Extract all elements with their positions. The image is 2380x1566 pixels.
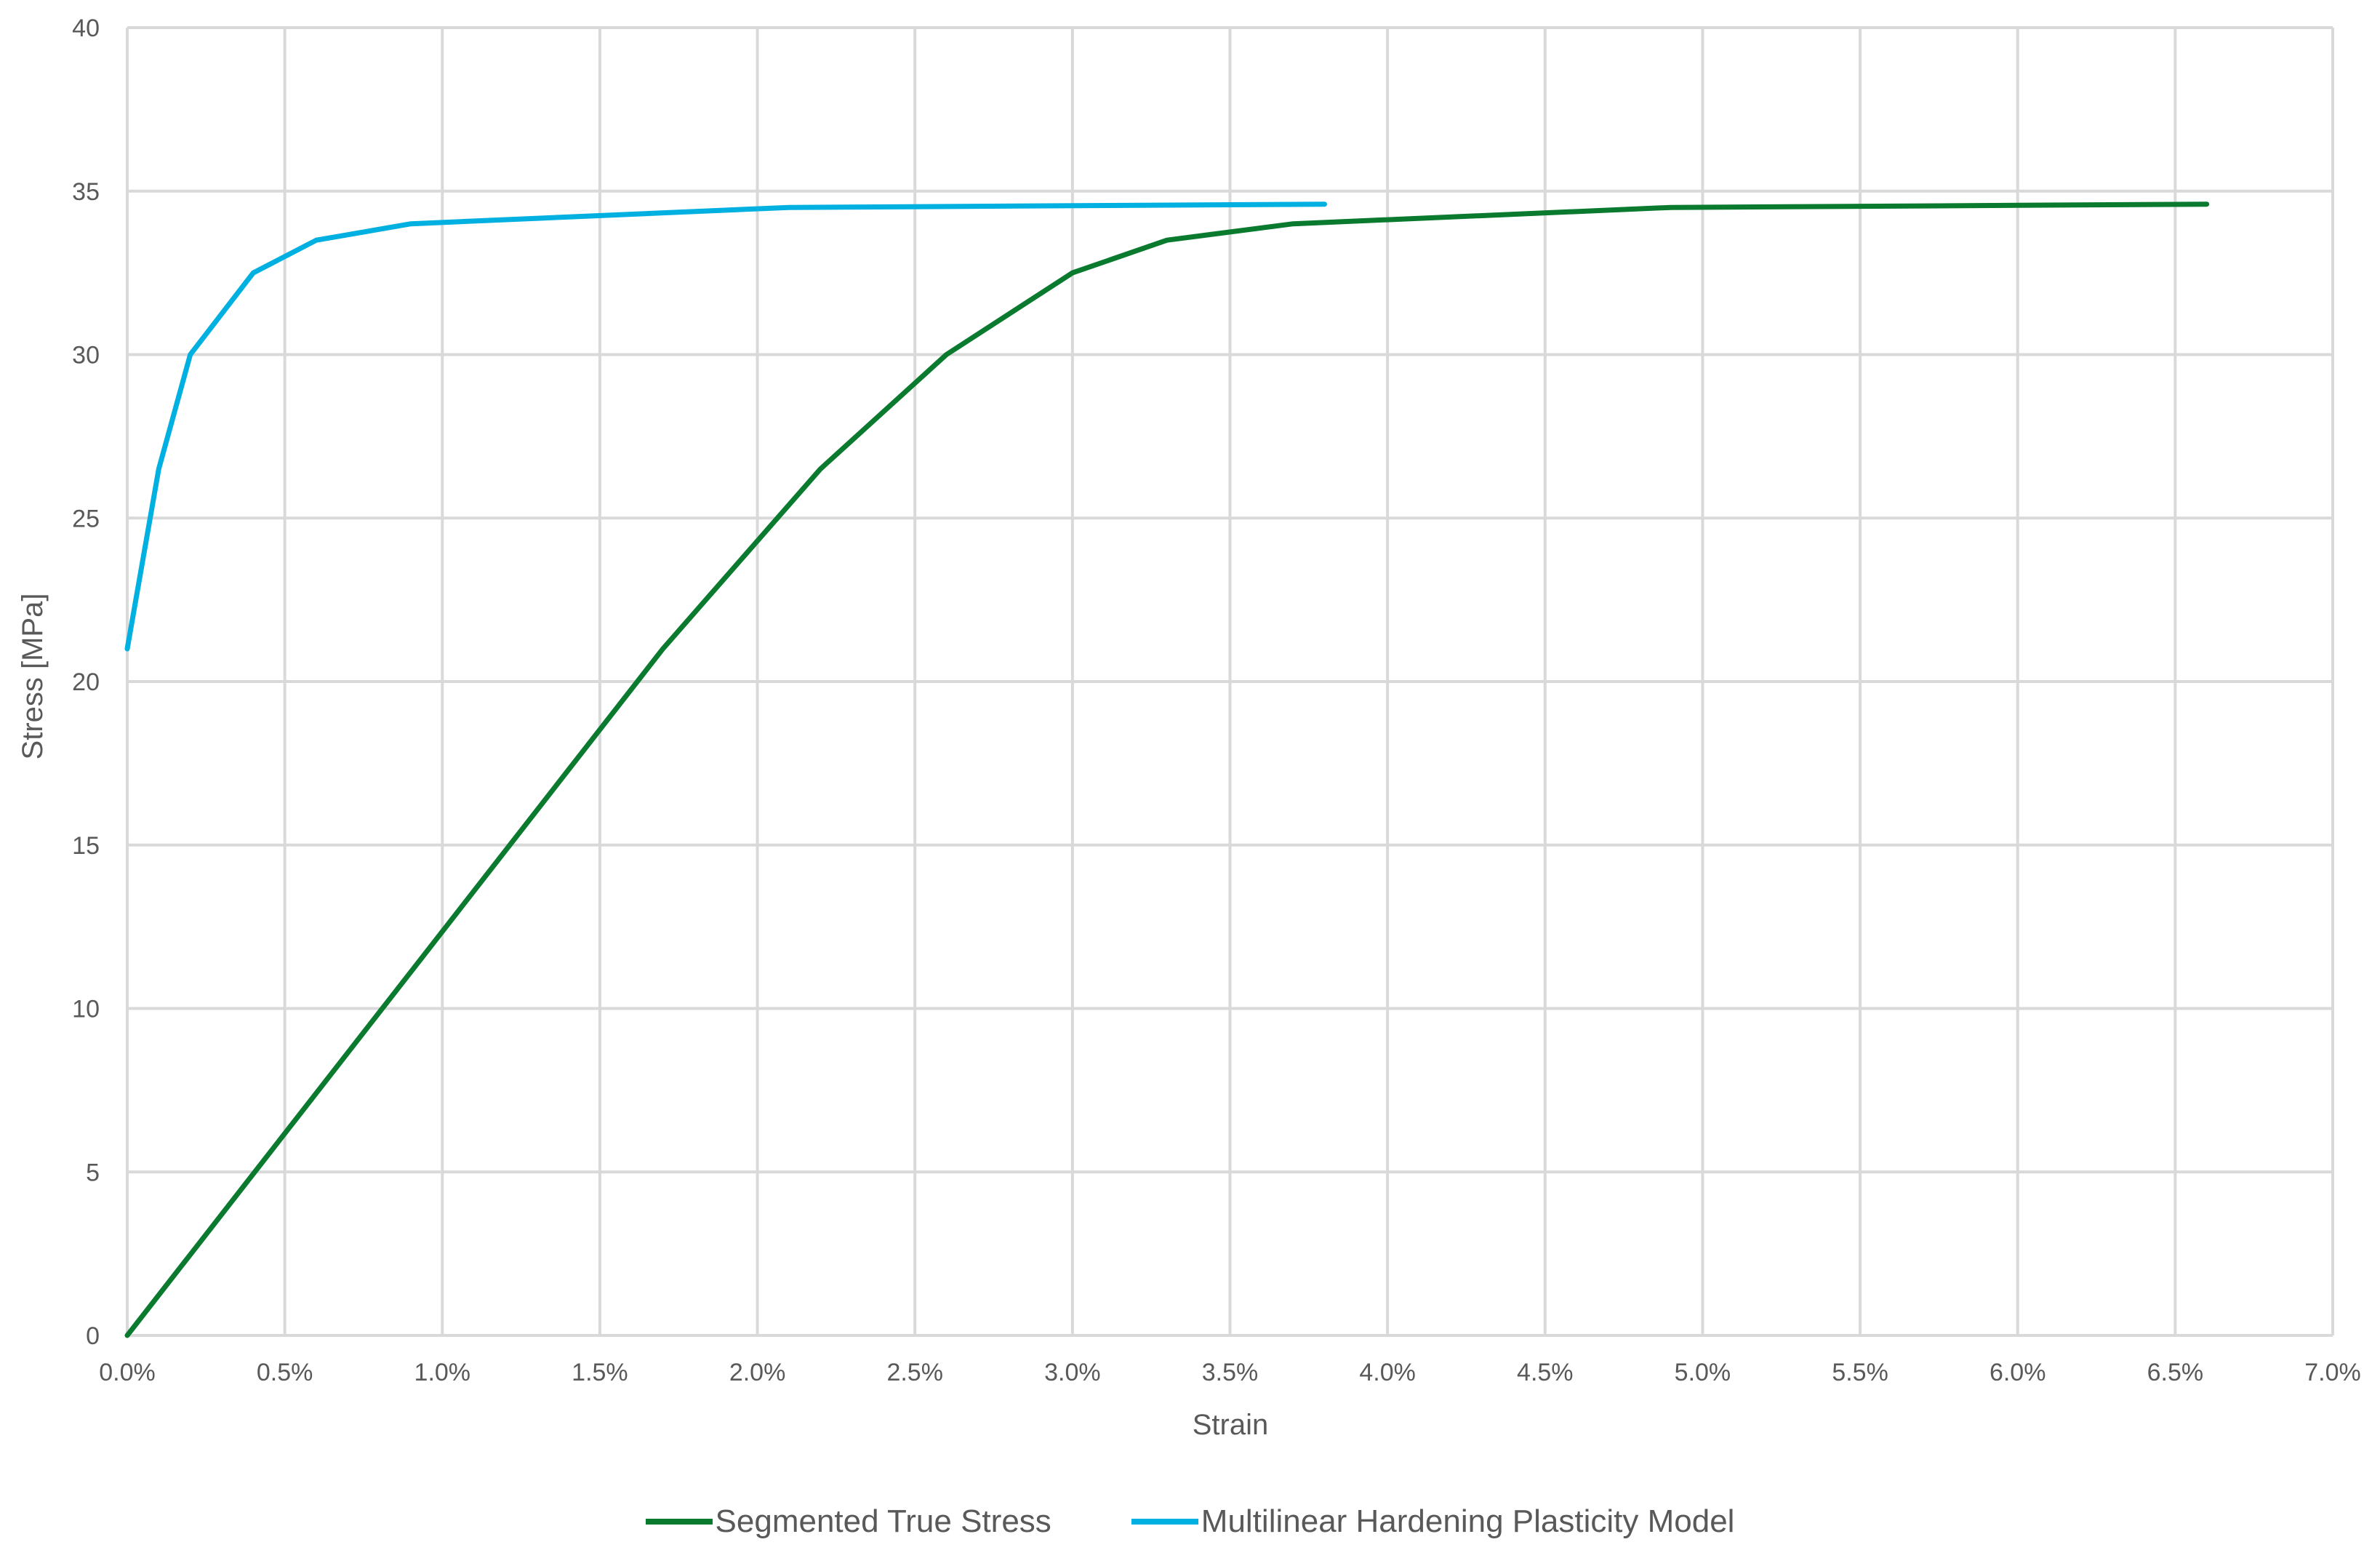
- x-tick-label: 0.0%: [99, 1359, 156, 1386]
- plot-series: [124, 201, 2210, 1338]
- legend-swatch-blue-line-icon: [1131, 1519, 1198, 1525]
- x-tick-label: 1.5%: [572, 1359, 628, 1386]
- x-tick-label: 6.0%: [1990, 1359, 2046, 1386]
- x-tick-label: 7.0%: [2304, 1359, 2361, 1386]
- y-tick-label: 5: [86, 1159, 100, 1186]
- vertical-gridlines: [126, 28, 2334, 1335]
- y-tick-label: 20: [72, 668, 100, 696]
- legend: Segmented True Stress Multilinear Harden…: [0, 1500, 2380, 1543]
- y-tick-label: 25: [72, 505, 100, 532]
- x-tick-label: 4.0%: [1359, 1359, 1416, 1386]
- legend-label: Segmented True Stress: [715, 1503, 1051, 1539]
- x-tick-label: 1.0%: [414, 1359, 471, 1386]
- x-tick-label: 5.5%: [1832, 1359, 1888, 1386]
- x-tick-label: 6.5%: [2147, 1359, 2204, 1386]
- segmented-true-stress-line[interactable]: [124, 201, 2210, 1338]
- y-tick-label: 30: [72, 342, 100, 369]
- x-tick-label: 3.5%: [1202, 1359, 1259, 1386]
- y-axis-title: Stress [MPa]: [17, 594, 49, 760]
- x-tick-label: 2.5%: [886, 1359, 943, 1386]
- x-tick-label: 4.5%: [1517, 1359, 1574, 1386]
- multilinear-hardening-line[interactable]: [124, 201, 1327, 652]
- x-axis-title: Strain: [1193, 1409, 1269, 1441]
- legend-label: Multilinear Hardening Plasticity Model: [1201, 1503, 1735, 1539]
- x-axis-tick-labels: 0.0% 0.5% 1.0% 1.5% 2.0% 2.5% 3.0% 3.5% 4.0% 4.5%…: [99, 1359, 2361, 1386]
- y-tick-label: 40: [72, 15, 100, 42]
- x-tick-label: 5.0%: [1675, 1359, 1731, 1386]
- y-tick-label: 35: [72, 178, 100, 206]
- legend-swatch-green-line-icon: [645, 1519, 713, 1525]
- y-axis-tick-labels: 0 5 10 15 20 25 30 35 40: [72, 15, 100, 1350]
- x-tick-label: 3.0%: [1044, 1359, 1101, 1386]
- y-tick-label: 15: [72, 832, 100, 860]
- y-tick-label: 0: [86, 1322, 100, 1350]
- legend-item-segmented-true-stress[interactable]: Segmented True Stress: [645, 1503, 1051, 1540]
- x-tick-label: 0.5%: [257, 1359, 313, 1386]
- legend-item-multilinear-hardening[interactable]: Multilinear Hardening Plasticity Model: [1131, 1503, 1735, 1540]
- x-tick-label: 2.0%: [729, 1359, 786, 1386]
- y-tick-label: 10: [72, 996, 100, 1023]
